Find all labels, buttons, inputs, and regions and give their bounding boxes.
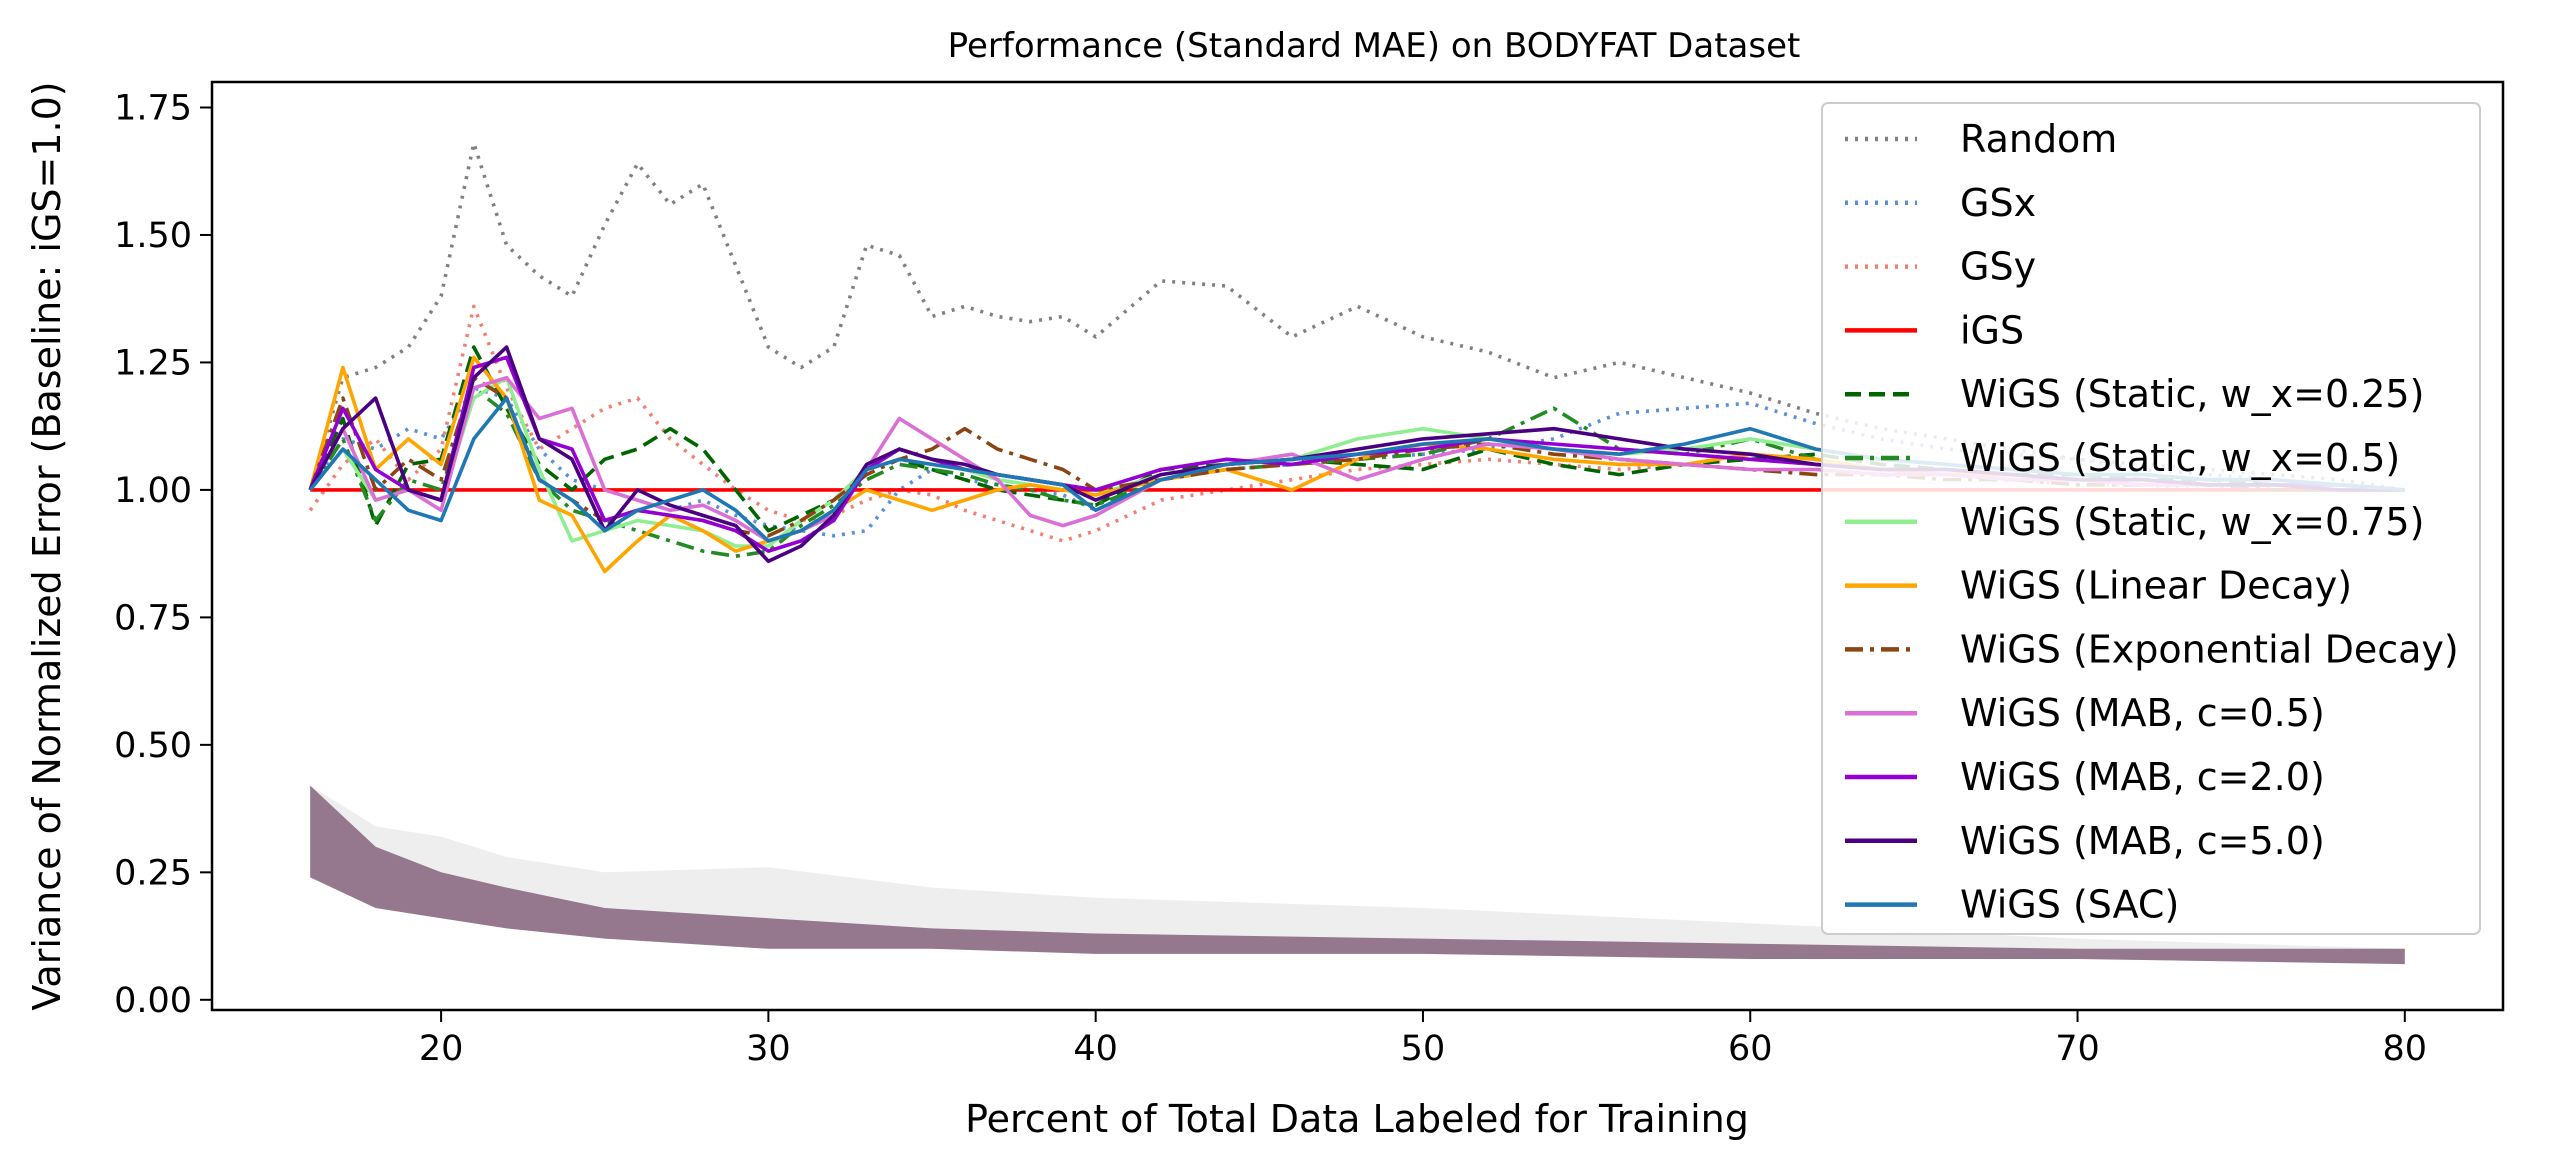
legend-label: WiGS (Exponential Decay) [1960,627,2459,671]
x-tick-label: 70 [2055,1029,2100,1069]
legend-label: WiGS (SAC) [1960,883,2179,927]
x-tick-label: 20 [419,1029,464,1069]
x-tick-label: 40 [1073,1029,1118,1069]
x-tick-label: 50 [1401,1029,1446,1069]
plot-frame [210,80,2505,1012]
legend-label: WiGS (MAB, c=5.0) [1960,819,2325,863]
y-tick-label: 1.25 [114,343,192,383]
chart-title: Performance (Standard MAE) on BODYFAT Da… [948,26,1801,66]
variance-bands [310,785,2405,965]
x-tick-label: 30 [746,1029,791,1069]
legend-label: WiGS (MAB, c=2.0) [1960,755,2325,799]
legend-label: WiGS (Static, w_x=0.25) [1960,372,2424,416]
x-tick-label: 60 [1728,1029,1773,1069]
legend-label: GSx [1960,181,2036,225]
y-tick-label: 0.25 [114,853,192,893]
legend-label: WiGS (Static, w_x=0.5) [1960,436,2400,480]
legend-label: iGS [1960,308,2024,352]
y-tick-label: 1.00 [114,471,192,511]
legend-frame [1821,102,2481,935]
legend-label: Random [1960,117,2117,161]
y-tick-label: 0.00 [114,981,192,1021]
legend-label: GSy [1960,245,2036,289]
legend-label: WiGS (Static, w_x=0.75) [1960,500,2424,544]
legend: Random GSx GSy iGS WiGS (Static, w_x=0.25) Wi… [1821,102,2481,935]
x-axis-label: Percent of Total Data Labeled for Traini… [965,1097,1749,1141]
y-tick-label: 0.75 [114,598,192,638]
y-axis: 0.00 0.25 0.50 0.75 1.00 1.25 1.50 1.75 [114,88,212,1021]
y-axis-label: Variance of Normalized Error (Baseline: … [25,81,69,1010]
x-tick-label: 80 [2383,1029,2428,1069]
legend-label: WiGS (Linear Decay) [1960,564,2352,608]
random-variance-band [310,785,2405,965]
y-tick-label: 0.50 [114,726,192,766]
legend-label: WiGS (MAB, c=0.5) [1960,691,2325,735]
y-tick-label: 1.75 [114,88,192,128]
y-tick-label: 1.50 [114,216,192,256]
x-axis: 20 30 40 50 60 70 80 [419,1010,2427,1069]
